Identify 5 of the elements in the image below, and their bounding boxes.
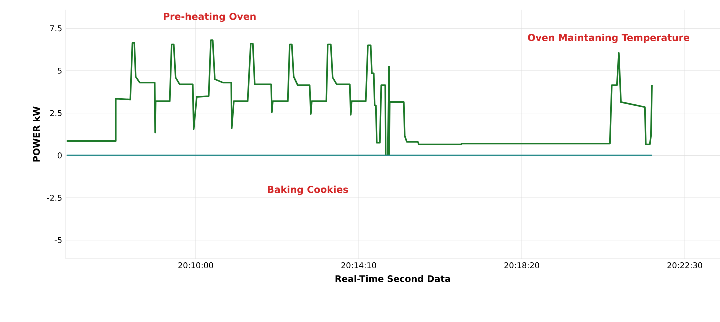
y-axis-title: POWER kW [33, 106, 40, 162]
annotation: Oven Maintaning Temperature [528, 34, 690, 44]
annotation: Pre-heating Oven [164, 12, 256, 22]
annotation: Baking Cookies [268, 186, 348, 196]
x-axis-title: Real-Time Second Data [336, 275, 450, 282]
